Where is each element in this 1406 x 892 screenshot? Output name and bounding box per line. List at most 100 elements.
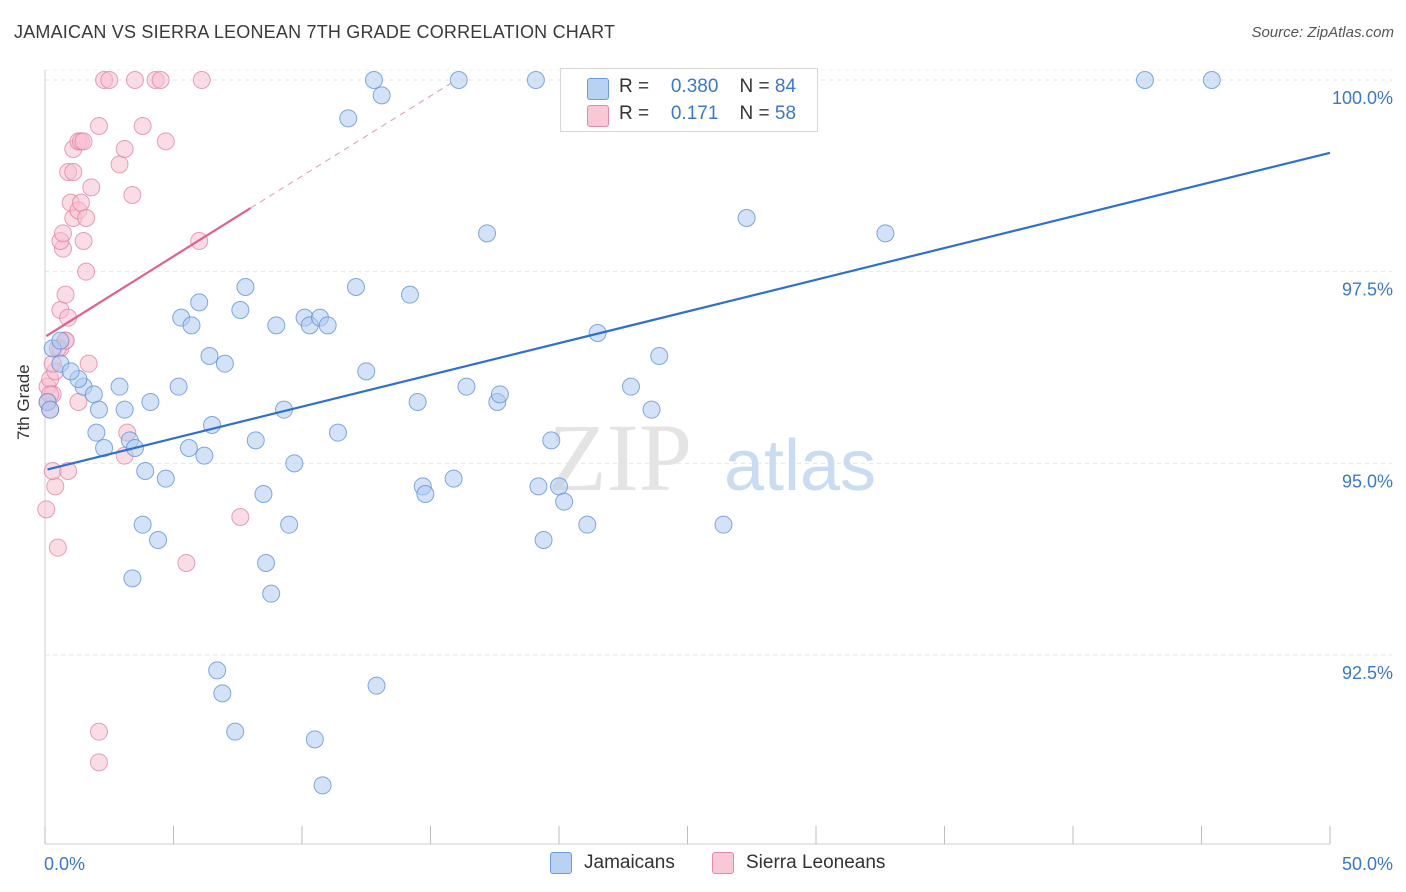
sierra-leonean-point [123,186,142,204]
sierra-leonean-point [192,71,211,89]
sierra-leonean-point [37,500,56,519]
sierra-leonean-point [231,508,250,526]
sierra-leonean-point [89,722,108,741]
y-tick-label: 100.0% [1332,88,1393,108]
jamaican-point [555,492,574,511]
jamaican-points [38,71,1221,795]
source-label: Source: ZipAtlas.com [1251,24,1394,41]
x-tick-label: 0.0% [44,854,85,874]
jamaican-point [364,71,383,89]
jamaican-point [542,431,561,450]
stats-legend: R = 0.380 N = 84 R = 0.171 N = 58 [560,68,818,132]
jamaican-point [200,347,219,365]
jamaican-point [41,400,60,419]
jamaican-point [490,385,509,404]
jamaican-point [416,485,435,503]
gridlines [45,69,1392,656]
jamaican-point [231,301,250,319]
sierra-leonean-point [115,140,134,158]
jamaican-point [285,454,304,473]
sierra-leonean-point [64,163,83,181]
sierra-leonean-point [82,178,101,197]
jamaican-point [246,431,265,450]
jamaican-point [257,554,276,572]
sierra-leonean-point [177,554,196,572]
jamaican-point [529,477,548,496]
jamaican-point [156,469,175,488]
r-label: R = [619,103,650,124]
jamaican-point [357,362,376,381]
jamaican-point [226,722,245,741]
sierra-leonean-point [71,193,90,212]
jamaican-point [213,684,232,703]
jamaican-point [84,385,103,404]
jamaican-point [876,224,895,243]
sierra-leonean-point [77,262,96,281]
y-tick-label: 92.5% [1342,663,1393,683]
jamaican-point [208,661,227,680]
jamaican-point [578,515,597,534]
jamaican-trend-line [47,151,1331,471]
sierra-leonean-point [69,393,88,411]
legend-row-jamaicans: R = 0.380 N = 84 [561,74,817,102]
y-axis-label: 7th Grade [14,364,33,440]
legend-stats-jamaicans: R = 0.380 N = 84 [619,76,796,98]
sierra-leonean-point [46,477,65,496]
jamaican-point [195,446,214,465]
jamaican-point [346,278,365,296]
r-value-jamaicans: 0.380 [670,76,719,97]
jamaican-point [136,462,155,480]
jamaican-point [526,71,545,89]
sierra-leonean-point [151,71,170,89]
legend-swatch-pink [712,852,734,874]
r-value-sierra: 0.171 [670,103,719,124]
jamaican-point [110,377,129,396]
n-label: N = [739,103,770,124]
jamaican-point [1202,71,1221,89]
sierra-leonean-point [74,132,93,151]
sierra-leonean-point [53,224,72,243]
jamaican-point [115,400,134,419]
legend-row-sierra: R = 0.171 N = 58 [561,101,817,129]
jamaican-point [400,285,419,304]
watermark-zip: ZIP [548,404,692,511]
sierra-leonean-point [100,71,119,89]
jamaican-point [534,531,553,549]
jamaican-point [313,776,332,795]
jamaican-point [457,377,476,396]
jamaican-point [190,293,209,312]
jamaican-point [280,515,299,534]
jamaican-point [254,485,273,503]
jamaican-point [550,477,568,496]
jamaican-point [267,316,286,335]
sierra-leonean-point [48,538,67,557]
jamaican-point [339,109,358,128]
r-label: R = [619,76,650,97]
jamaican-point [236,278,255,296]
jamaican-point [714,515,733,534]
n-value-jamaicans: 84 [774,76,797,97]
trend-lines [45,79,1331,471]
watermark-atlas: atlas [724,426,876,506]
legend-swatch-pink [587,105,609,127]
n-label: N = [739,76,770,97]
jamaican-point [372,86,391,105]
sierra-leonean-point [77,209,96,227]
n-value-sierra: 58 [774,103,797,124]
jamaican-point [444,469,463,488]
legend-swatch-blue [587,78,609,100]
jamaican-point [478,224,497,243]
axes [44,70,1331,845]
jamaican-point [179,439,198,457]
y-tick-label: 97.5% [1342,280,1393,300]
jamaican-point [133,515,152,534]
jamaican-point [367,676,386,695]
jamaican-point [642,400,661,419]
y-tick-label: 95.0% [1342,471,1393,491]
jamaican-point [305,730,324,749]
sierra-leonean-point [56,285,75,304]
jamaican-point [449,71,468,89]
x-tick-label: 50.0% [1342,854,1393,874]
sierra-leonean-point [156,132,175,151]
